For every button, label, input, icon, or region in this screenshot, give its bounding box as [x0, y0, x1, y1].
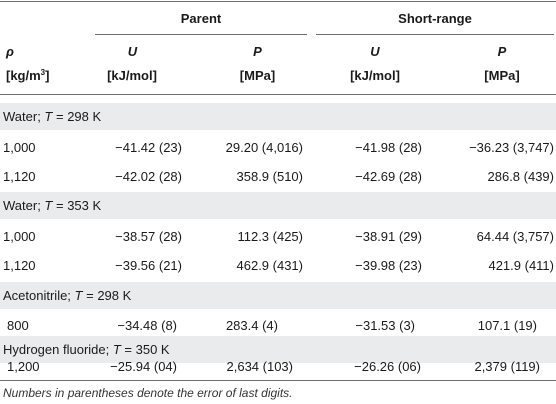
- short-range-group-rule: [316, 34, 554, 35]
- section-header: Water; T = 298 K: [0, 103, 556, 130]
- unit-u-short: [kJ/mol]: [350, 68, 400, 83]
- section-header: Hydrogen fluoride; T = 350 K: [0, 336, 556, 363]
- unit-p-parent: [MPa]: [239, 68, 276, 83]
- section-header: Water; T = 353 K: [0, 192, 556, 219]
- unit-p-short: [MPa]: [484, 68, 520, 83]
- header-short-range: Short-range: [398, 11, 472, 26]
- section-header: Acetonitrile; T = 298 K: [0, 282, 556, 309]
- header-u-parent: U: [127, 44, 138, 59]
- table-top-rule: [0, 1, 556, 2]
- header-p-short: P: [497, 44, 507, 59]
- parent-group-rule: [95, 34, 307, 35]
- header-u-short: U: [370, 44, 380, 59]
- header-rho: ρ: [6, 44, 14, 59]
- table-bottom-rule: [0, 380, 556, 381]
- header-p-parent: P: [253, 44, 262, 59]
- unit-rho: [kg/m3]: [6, 68, 50, 83]
- header-bottom-rule: [0, 94, 556, 95]
- table-footnote: Numbers in parentheses denote the error …: [3, 386, 293, 400]
- unit-u-parent: [kJ/mol]: [107, 68, 157, 83]
- header-parent: Parent: [180, 11, 222, 26]
